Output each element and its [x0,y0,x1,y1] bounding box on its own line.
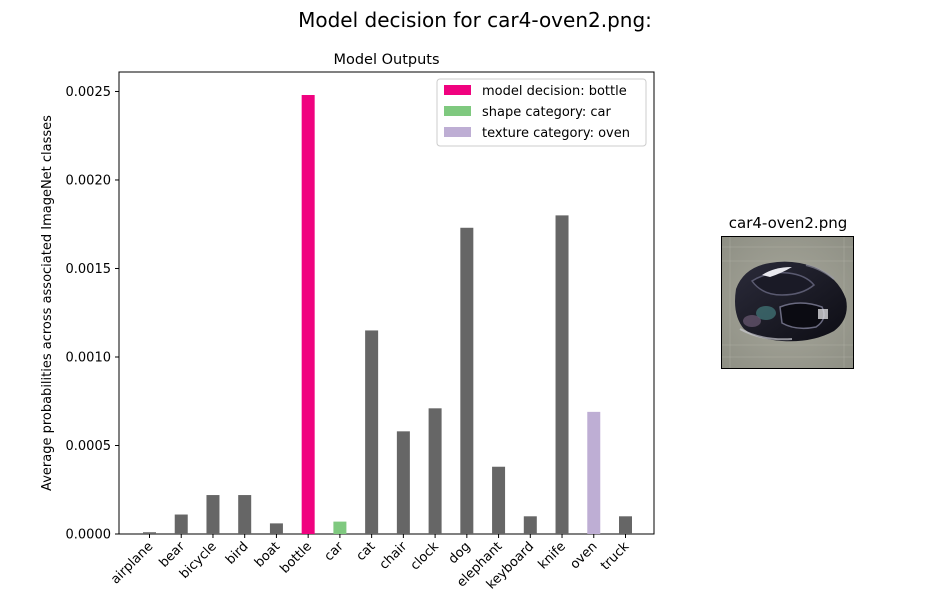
x-tick-label-knife: knife [536,539,569,572]
x-tick-label-clock: clock [408,539,443,574]
y-axis-label: Average probabilities across associated … [40,115,55,491]
y-tick-label: 0.0020 [66,173,112,188]
stimulus-image [721,236,854,369]
plot-area [118,71,655,535]
bar-bicycle [206,495,220,534]
figure-suptitle: Model decision for car4-oven2.png: [298,8,652,32]
bar-oven [587,411,601,534]
x-tick-label-bottle: bottle [278,539,315,576]
bar-bottle [301,95,315,534]
bar-dog [460,227,474,534]
bar-knife [555,215,569,534]
y-tick-label: 0.0015 [66,262,112,277]
image-title: car4-oven2.png [729,214,848,232]
x-tick-label-cat: cat [354,539,379,564]
x-tick-label-airplane: airplane [108,539,156,587]
bar-chair [396,431,410,534]
legend: model decision: bottle shape category: ca… [436,78,647,147]
bar-truck [619,516,632,534]
x-tick-label-bird: bird [223,539,251,567]
x-tick-label-chair: chair [377,539,411,573]
bars [143,95,632,534]
y-tick-label: 0.0000 [66,528,112,543]
legend-frame [436,78,647,147]
bar-bear [174,514,188,534]
legend-swatch [444,85,471,95]
bar-keyboard [523,516,537,534]
bar-airplane [143,532,156,534]
legend-label: texture category: oven [482,126,630,141]
legend-label: shape category: car [482,105,611,120]
y-tick-label: 0.0005 [66,439,112,454]
bar-bird [238,495,252,534]
chart-title: Model Outputs [333,52,439,68]
x-tick-label-car: car [322,539,348,565]
bar-elephant [492,466,506,534]
legend-swatch [444,127,471,137]
legend-label: model decision: bottle [482,84,627,99]
bar-car [333,521,347,534]
y-tick-label: 0.0010 [66,350,112,365]
y-tick-label: 0.0025 [66,85,112,100]
bar-clock [428,408,442,534]
bar-cat [365,330,379,534]
x-tick-label-truck: truck [598,539,633,574]
legend-swatch [444,106,471,116]
x-tick-label-dog: dog [446,539,474,567]
x-tick-label-oven: oven [567,539,600,572]
bar-boat [269,523,283,534]
y-axis-ticks: 0.0000 0.0005 0.0010 0.0015 0.0020 0.0025 [66,85,119,543]
